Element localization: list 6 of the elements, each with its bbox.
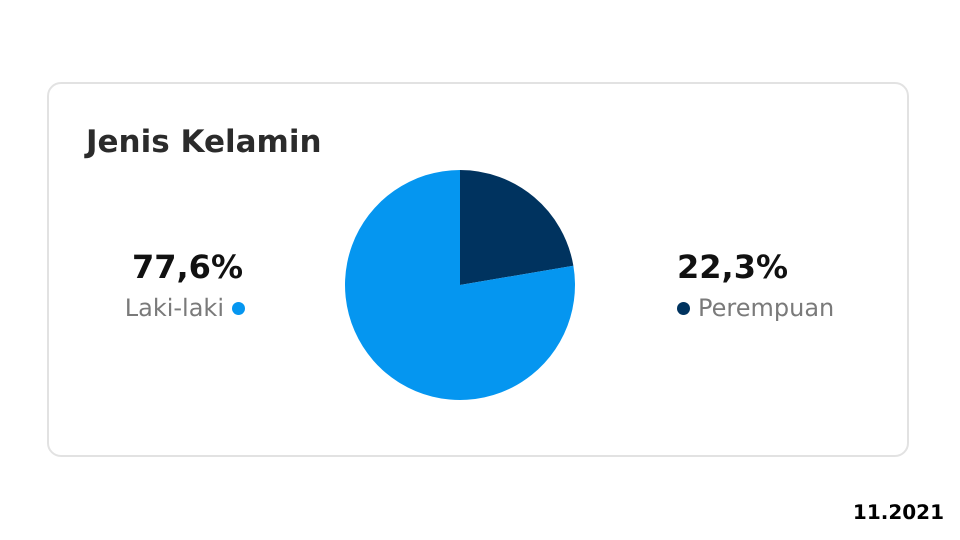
data-label: 77,6% — [132, 248, 243, 286]
chart-title: Jenis Kelamin — [86, 124, 322, 160]
data-label: 22,3% — [677, 248, 788, 286]
slice-label: Laki-laki — [124, 294, 224, 322]
legend-label: Perempuan — [698, 294, 834, 322]
text: 11.2021 — [852, 500, 944, 524]
